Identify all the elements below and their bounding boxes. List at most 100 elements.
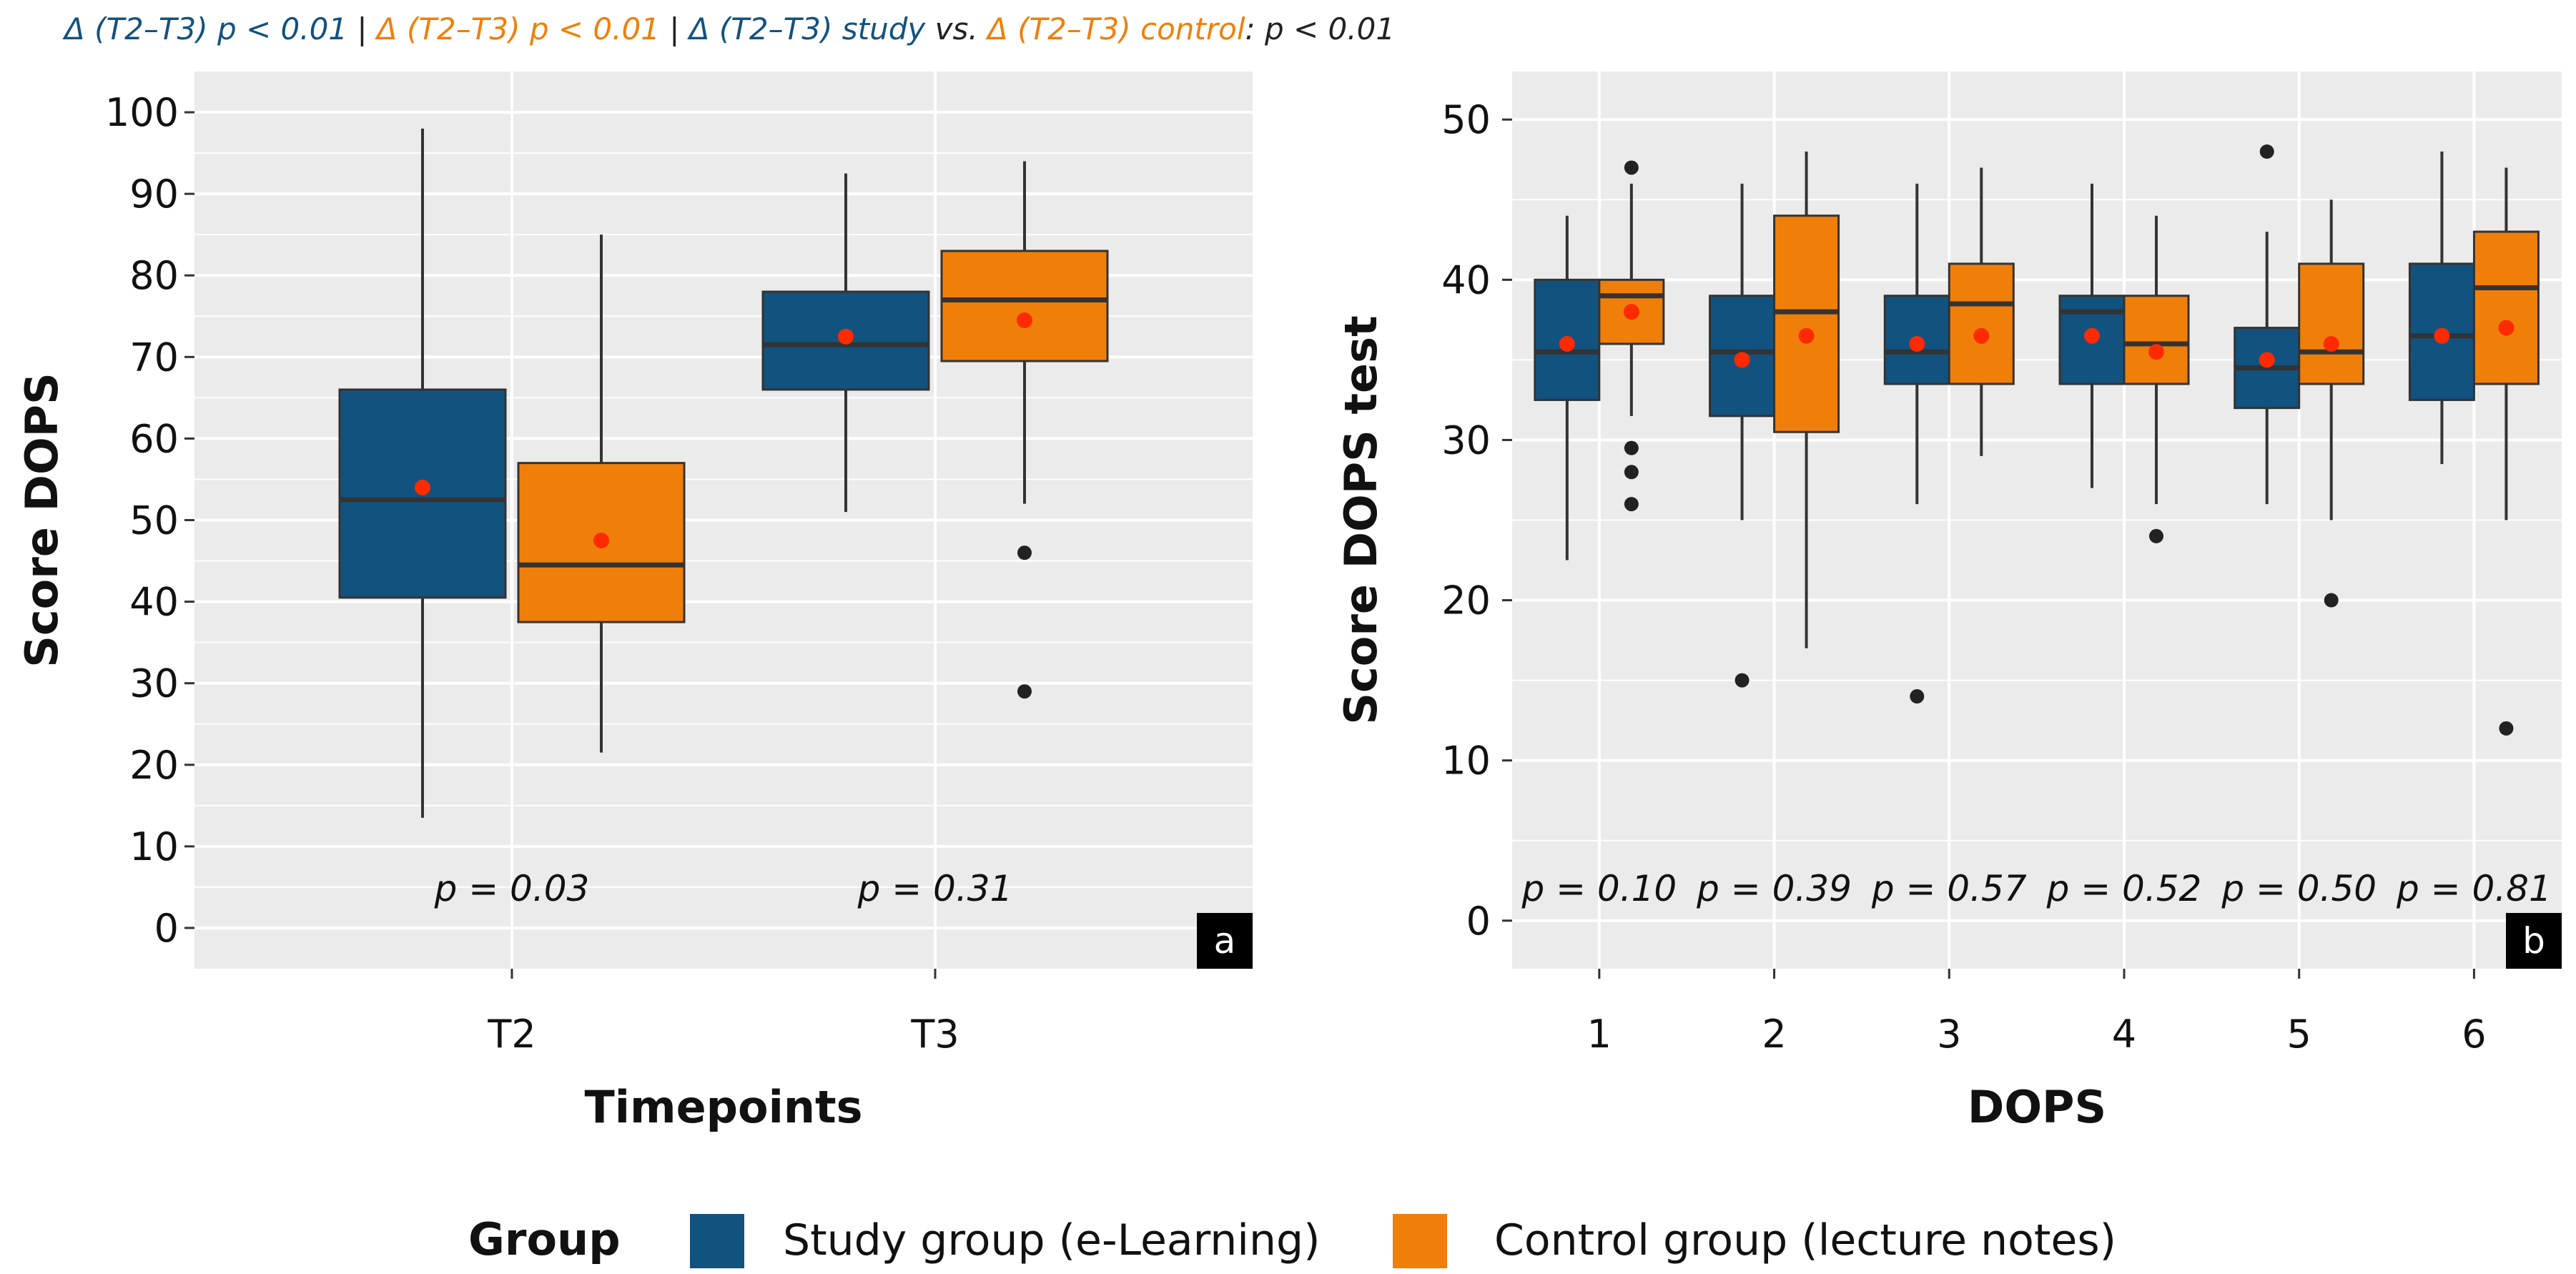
panel-label-badge bbox=[2506, 913, 2562, 969]
y-tick-label: 40 bbox=[1441, 257, 1491, 302]
x-tick-label: 5 bbox=[2287, 1012, 2311, 1057]
y-axis-title: Score DOPS test bbox=[1335, 315, 1387, 724]
x-axis-title: DOPS bbox=[1968, 1081, 2106, 1133]
mean-point bbox=[2083, 327, 2100, 344]
mean-point bbox=[593, 533, 609, 549]
y-tick-label: 20 bbox=[129, 743, 179, 788]
mean-point bbox=[2259, 352, 2275, 368]
p-value-label: p = 0.10 bbox=[1521, 868, 1677, 909]
outlier-point bbox=[2148, 528, 2163, 543]
outlier-point bbox=[1017, 545, 1032, 561]
y-axis-title: Score DOPS bbox=[16, 372, 68, 667]
panel-a-chart: 0 10 20 30 40 50 60 70 80 90 100 p = 0.03 p = 0.31 a T… bbox=[16, 71, 1253, 1133]
box-study-4 bbox=[2058, 183, 2126, 488]
y-tick-label: 100 bbox=[105, 90, 179, 135]
y-tick-label: 20 bbox=[1441, 578, 1491, 623]
outlier-point bbox=[2499, 721, 2514, 736]
y-tick-label: 60 bbox=[129, 416, 179, 461]
mean-point bbox=[1973, 327, 1990, 344]
box-control-T2 bbox=[517, 234, 686, 753]
x-tick-label: 4 bbox=[2112, 1012, 2136, 1057]
box-study-1 bbox=[1534, 215, 1601, 561]
box-control-4 bbox=[2123, 215, 2190, 543]
mean-point bbox=[415, 479, 430, 495]
x-tick-label: T2 bbox=[487, 1012, 536, 1057]
legend-swatch-control bbox=[1393, 1214, 1447, 1268]
mean-point bbox=[2148, 344, 2164, 360]
panel-label: a bbox=[1214, 920, 1236, 962]
header-segment: | bbox=[660, 11, 689, 46]
outlier-point bbox=[1624, 440, 1639, 455]
box-study-2 bbox=[1709, 183, 1776, 688]
outlier-point bbox=[1624, 465, 1639, 480]
y-tick-label: 30 bbox=[129, 661, 179, 706]
box-control-1 bbox=[1598, 160, 1665, 512]
box-control-2 bbox=[1773, 152, 1840, 648]
y-tick-label: 0 bbox=[154, 906, 179, 951]
box-iqr bbox=[2298, 262, 2365, 385]
header-segment: | bbox=[347, 11, 377, 46]
mean-point bbox=[2434, 327, 2450, 344]
box-control-6 bbox=[2472, 167, 2540, 736]
box-study-5 bbox=[2234, 144, 2301, 505]
header-segment: : p < 0.01 bbox=[1245, 11, 1396, 46]
box-study-6 bbox=[2408, 152, 2475, 465]
x-tick-label: 1 bbox=[1587, 1012, 1612, 1057]
y-tick-label: 90 bbox=[129, 172, 179, 217]
y-tick-label: 50 bbox=[129, 498, 179, 543]
mean-point bbox=[2498, 320, 2515, 336]
box-study-T3 bbox=[761, 173, 930, 513]
y-tick-label: 70 bbox=[129, 335, 179, 380]
legend-swatch-study bbox=[690, 1214, 744, 1268]
box-iqr bbox=[940, 250, 1109, 362]
x-axis-title: Timepoints bbox=[584, 1081, 862, 1133]
legend: Group Study group (e-Learning) Control g… bbox=[468, 1213, 2116, 1268]
outlier-point bbox=[1017, 684, 1032, 699]
legend-label-study: Study group (e-Learning) bbox=[783, 1215, 1321, 1265]
x-tick-label: 6 bbox=[2462, 1012, 2486, 1057]
header-segment: Δ (T2–T3) study bbox=[687, 11, 927, 46]
mean-point bbox=[1734, 352, 1750, 368]
mean-point bbox=[1623, 304, 1639, 320]
y-tick-label: 40 bbox=[129, 580, 179, 625]
y-tick-label: 10 bbox=[129, 824, 179, 869]
mean-point bbox=[1559, 335, 1575, 352]
p-value-label: p = 0.81 bbox=[2396, 868, 2552, 909]
mean-point bbox=[1909, 335, 1925, 352]
box-control-5 bbox=[2298, 199, 2365, 608]
y-tick-label: 50 bbox=[1441, 97, 1491, 142]
y-tick-label: 30 bbox=[1441, 418, 1491, 463]
outlier-point bbox=[1910, 689, 1925, 704]
p-value-label: p = 0.31 bbox=[857, 868, 1013, 909]
p-value-label: p = 0.03 bbox=[434, 868, 590, 909]
panel-b-chart: 0 10 20 30 40 50 p = 0.10 p = 0.39 p = 0.57 p = 0… bbox=[1335, 71, 2562, 1133]
panel-label: b bbox=[2522, 920, 2545, 962]
x-tick-label: 3 bbox=[1937, 1012, 1961, 1057]
box-study-T2 bbox=[338, 128, 507, 818]
box-control-3 bbox=[1948, 167, 2015, 456]
outlier-point bbox=[1624, 497, 1639, 512]
outlier-point bbox=[2324, 593, 2339, 608]
header-segment: Δ (T2–T3) p < 0.01 bbox=[375, 11, 660, 46]
mean-point bbox=[2323, 335, 2339, 352]
significance-header: Δ (T2–T3) p < 0.01 | Δ (T2–T3) p < 0.01 … bbox=[62, 11, 1395, 46]
mean-point bbox=[838, 328, 854, 345]
y-tick-label: 0 bbox=[1466, 899, 1491, 944]
box-iqr bbox=[2123, 295, 2190, 385]
p-value-label: p = 0.57 bbox=[1871, 868, 2027, 909]
box-iqr bbox=[1773, 214, 1840, 433]
p-value-label: p = 0.39 bbox=[1696, 868, 1852, 909]
y-tick-label: 10 bbox=[1441, 739, 1491, 784]
legend-title: Group bbox=[468, 1213, 621, 1265]
mean-point bbox=[1017, 312, 1032, 328]
header-segment: Δ (T2–T3) p < 0.01 bbox=[62, 11, 347, 46]
legend-label-control: Control group (lecture notes) bbox=[1494, 1215, 2116, 1265]
box-iqr bbox=[2472, 230, 2540, 385]
x-tick-label: 2 bbox=[1762, 1012, 1786, 1057]
outlier-point bbox=[2259, 144, 2274, 159]
p-value-label: p = 0.52 bbox=[2046, 868, 2202, 909]
outlier-point bbox=[1734, 673, 1750, 688]
y-tick-label: 80 bbox=[129, 253, 179, 298]
panel-label-badge bbox=[1197, 913, 1253, 969]
